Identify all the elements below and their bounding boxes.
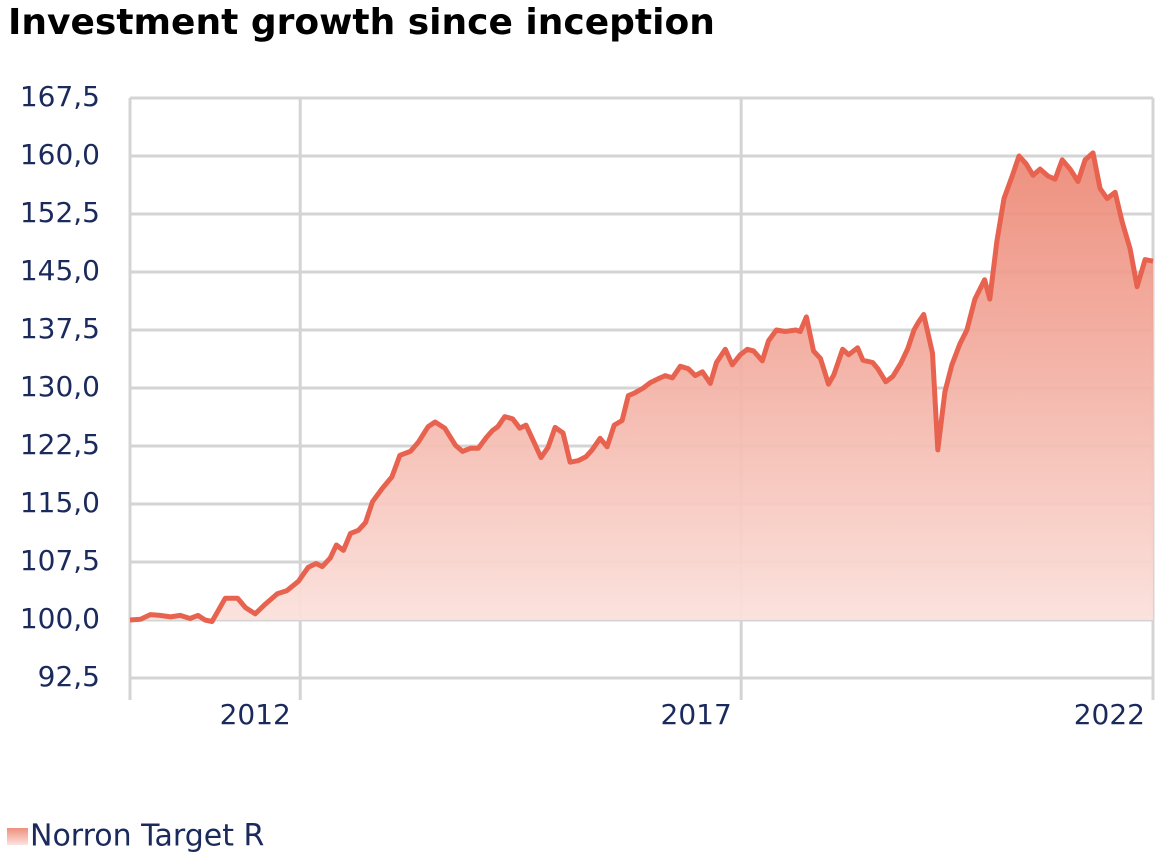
y-tick-label: 107,5	[20, 544, 100, 577]
legend-swatch	[7, 828, 28, 845]
y-tick-label: 130,0	[20, 370, 100, 403]
area-fill	[130, 152, 1153, 622]
x-tick-label: 2012	[220, 698, 291, 731]
line	[129, 150, 1154, 624]
y-tick-label: 92,5	[38, 660, 100, 693]
y-tick-label: 115,0	[20, 486, 100, 519]
y-tick-label: 167,5	[20, 80, 100, 113]
x-tick-label: 2022	[1074, 698, 1145, 731]
y-tick-label: 160,0	[20, 138, 100, 171]
y-tick-label: 152,5	[20, 196, 100, 229]
y-tick-label: 137,5	[20, 312, 100, 345]
chart-title: Investment growth since inception	[8, 2, 715, 43]
legend-label: Norron Target R	[30, 819, 264, 854]
y-tick-label: 122,5	[20, 428, 100, 461]
y-tick-label: 145,0	[20, 254, 100, 287]
x-tick-label: 2017	[661, 698, 732, 731]
y-tick-label: 100,0	[20, 602, 100, 635]
